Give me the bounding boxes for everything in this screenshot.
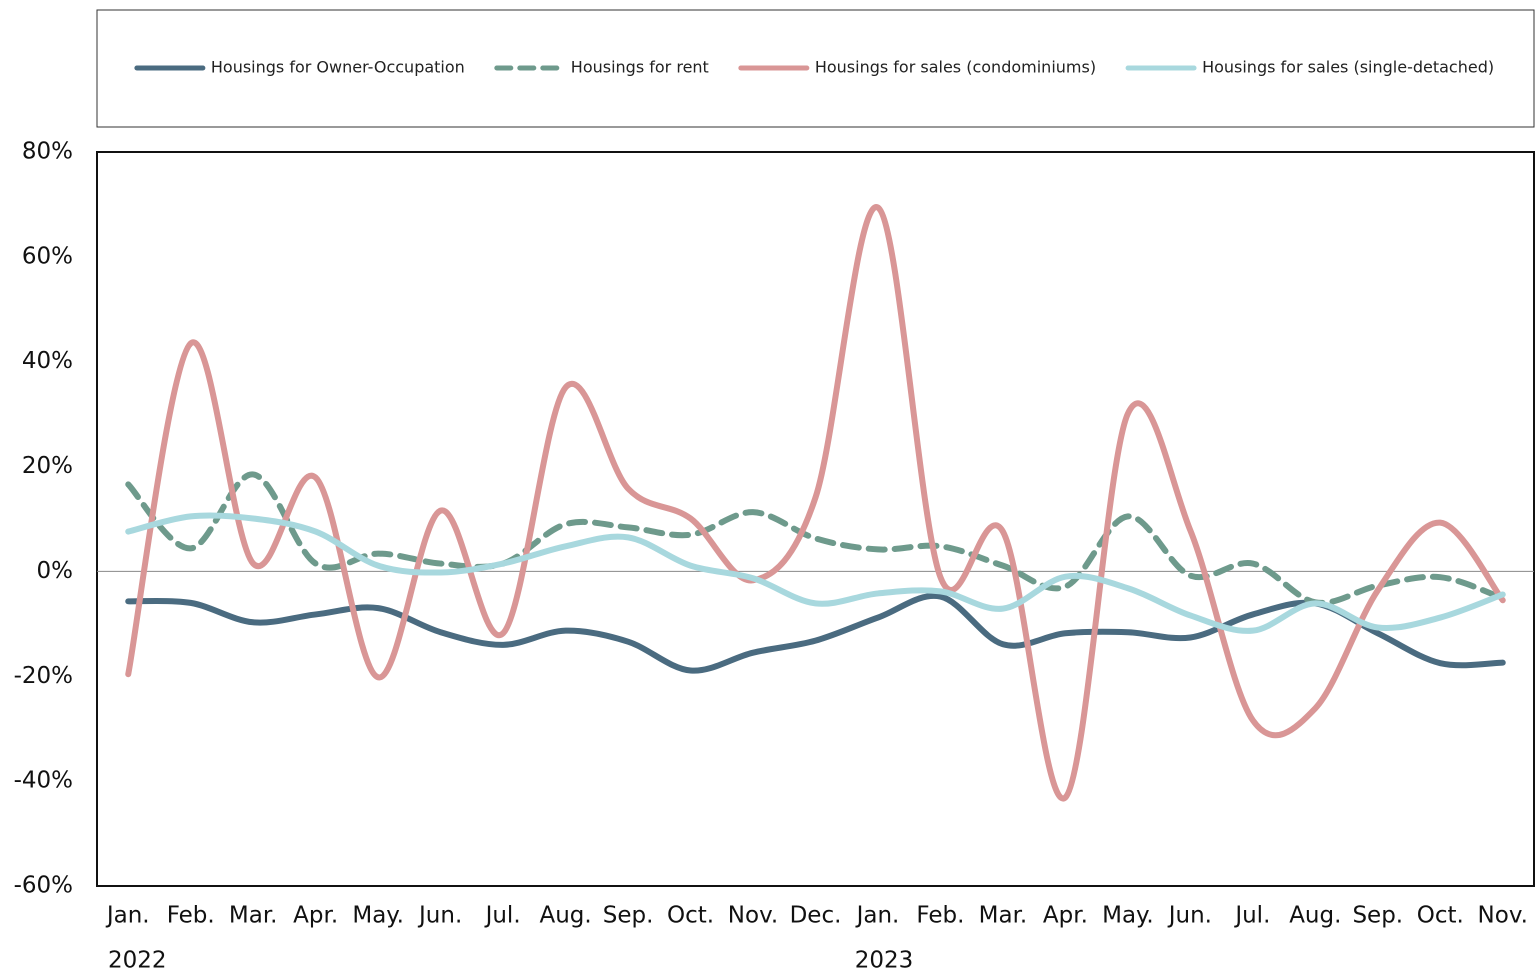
legend-box <box>96 9 1535 128</box>
x-tick-label: Oct. <box>1417 903 1464 929</box>
x-tick-label: Sep. <box>1352 903 1403 929</box>
x-tick-label: Feb. <box>167 903 215 929</box>
y-tick-label: 60% <box>22 243 73 269</box>
x-tick-label: Mar. <box>979 903 1028 929</box>
x-tick-label: Apr. <box>1043 903 1088 929</box>
series-line <box>125 512 1506 634</box>
plot-frame <box>96 151 1535 887</box>
x-tick-label: Jan. <box>105 903 150 929</box>
x-tick-label: Apr. <box>293 903 338 929</box>
legend-label: Housings for sales (single-detached) <box>1202 58 1494 77</box>
legend-label: Housings for rent <box>571 58 709 77</box>
y-tick-label: 0% <box>37 558 74 584</box>
y-tick-label: 80% <box>22 139 73 165</box>
x-group-label: 2023 <box>855 948 914 974</box>
x-tick-label: Jul. <box>484 903 521 929</box>
series-line <box>125 592 1506 674</box>
y-tick-label: 40% <box>22 348 73 374</box>
x-tick-label: May. <box>1102 903 1154 929</box>
y-tick-label: -20% <box>14 663 73 689</box>
x-tick-label: Nov. <box>728 903 778 929</box>
y-tick-label: 20% <box>22 453 73 479</box>
x-tick-label: Aug. <box>539 903 591 929</box>
series-line <box>125 471 1506 606</box>
series-line <box>125 204 1506 802</box>
x-tick-label: Jun. <box>1167 903 1212 929</box>
x-tick-label: Jun. <box>417 903 462 929</box>
x-tick-label: Nov. <box>1478 903 1528 929</box>
x-tick-label: Dec. <box>790 903 842 929</box>
y-tick-label: -60% <box>14 873 73 899</box>
y-tick-label: -40% <box>14 768 73 794</box>
x-tick-label: Jul. <box>1233 903 1270 929</box>
x-tick-label: May. <box>352 903 404 929</box>
x-tick-label: Feb. <box>916 903 964 929</box>
x-group-label: 2022 <box>108 948 167 974</box>
x-tick-label: Oct. <box>667 903 714 929</box>
legend-label: Housings for sales (condominiums) <box>815 58 1096 77</box>
x-tick-label: Jan. <box>855 903 900 929</box>
x-tick-label: Aug. <box>1289 903 1341 929</box>
legend-label: Housings for Owner-Occupation <box>211 58 465 77</box>
x-tick-label: Mar. <box>229 903 278 929</box>
x-tick-label: Sep. <box>603 903 654 929</box>
